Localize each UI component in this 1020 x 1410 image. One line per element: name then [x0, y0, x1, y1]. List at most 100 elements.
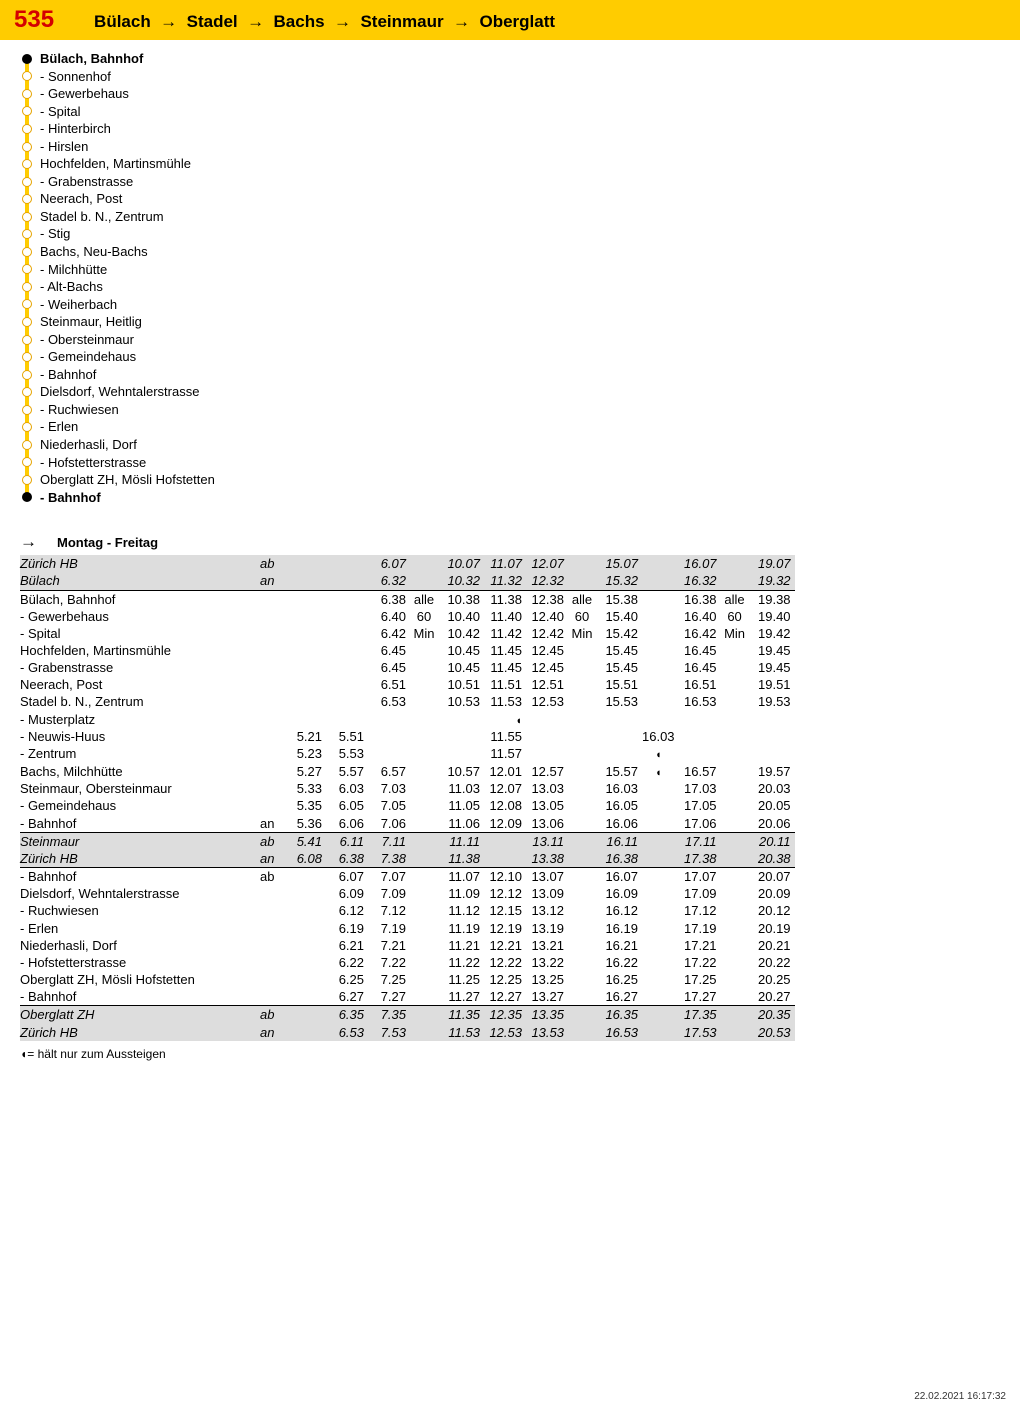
table-cell: 5.23 [284, 745, 326, 763]
stop-node-icon [22, 352, 32, 362]
table-cell: 5.33 [284, 780, 326, 797]
stop-item: - Grabenstrasse [20, 173, 1000, 191]
table-cell [526, 711, 568, 729]
table-cell: 16.57 [679, 763, 721, 781]
table-cell: 16.42 [679, 625, 721, 642]
table-cell: 16.51 [679, 676, 721, 693]
table-cell: 20.27 [753, 988, 795, 1006]
table-cell: 6.53 [326, 1024, 368, 1041]
table-cell: 19.57 [753, 763, 795, 781]
table-cell: 20.05 [753, 797, 795, 814]
table-cell: 12.53 [484, 1024, 526, 1041]
table-row: - Bahnhofab6.077.0711.0712.1013.0716.071… [20, 868, 795, 886]
header-bar: 535 Bülach → Stadel → Bachs → Steinmaur … [0, 0, 1020, 40]
table-cell: 17.53 [679, 1024, 721, 1041]
table-row: Bachs, Milchhütte5.275.576.5710.5712.011… [20, 763, 795, 781]
table-cell [326, 608, 368, 625]
table-cell: 16.03 [600, 780, 642, 797]
table-cell: 13.05 [526, 797, 568, 814]
stop-item: - Hirslen [20, 138, 1000, 156]
table-cell [410, 832, 442, 850]
table-cell: 60 [410, 608, 442, 625]
table-cell: 17.07 [679, 868, 721, 886]
table-row: - Ruchwiesen6.127.1211.1212.1513.1216.12… [20, 902, 795, 919]
table-cell [410, 676, 442, 693]
table-cell [410, 659, 442, 676]
table-cell: an [260, 850, 284, 868]
table-cell [284, 590, 326, 608]
table-cell [642, 555, 679, 572]
table-cell [284, 971, 326, 988]
table-cell [568, 1024, 600, 1041]
table-cell [753, 745, 795, 763]
table-cell: 11.51 [484, 676, 526, 693]
table-row: Stadel b. N., Zentrum6.5310.5311.5312.53… [20, 693, 795, 710]
table-row: - Bahnhofan5.366.067.0611.0612.0913.0616… [20, 815, 795, 833]
table-cell: ab [260, 868, 284, 886]
table-cell: 6.12 [326, 902, 368, 919]
table-cell [410, 850, 442, 868]
table-cell: 12.27 [484, 988, 526, 1006]
table-cell: 11.21 [442, 937, 484, 954]
table-cell: 60 [568, 608, 600, 625]
table-row: Steinmaur, Obersteinmaur5.336.037.0311.0… [20, 780, 795, 797]
table-cell [642, 676, 679, 693]
table-cell: 15.32 [600, 572, 642, 590]
table-cell [721, 659, 753, 676]
stop-node-icon [22, 89, 32, 99]
table-cell [600, 711, 642, 729]
table-cell [642, 971, 679, 988]
table-cell: ◖ [642, 745, 679, 763]
table-cell: Neerach, Post [20, 676, 260, 693]
stop-label: - Gewerbehaus [40, 85, 129, 103]
table-cell [410, 920, 442, 937]
table-cell: 13.07 [526, 868, 568, 886]
table-cell [260, 625, 284, 642]
table-cell [642, 937, 679, 954]
table-cell [721, 642, 753, 659]
table-cell: - Gemeindehaus [20, 797, 260, 814]
stop-item: - Erlen [20, 418, 1000, 436]
table-cell: 11.40 [484, 608, 526, 625]
table-cell: 20.07 [753, 868, 795, 886]
table-cell: 12.25 [484, 971, 526, 988]
table-cell: 16.40 [679, 608, 721, 625]
table-cell: 10.53 [442, 693, 484, 710]
table-cell [642, 954, 679, 971]
table-cell [410, 642, 442, 659]
table-cell [721, 868, 753, 886]
stop-node-icon [22, 177, 32, 187]
stop-label: - Spital [40, 103, 80, 121]
table-cell: Bülach, Bahnhof [20, 590, 260, 608]
table-cell: 7.19 [368, 920, 410, 937]
table-cell: 15.42 [600, 625, 642, 642]
table-cell: 11.19 [442, 920, 484, 937]
table-cell: alle [410, 590, 442, 608]
table-cell [721, 850, 753, 868]
table-cell [326, 659, 368, 676]
table-cell [284, 1006, 326, 1024]
table-row: - Gewerbehaus6.406010.4011.4012.406015.4… [20, 608, 795, 625]
table-cell: Hochfelden, Martinsmühle [20, 642, 260, 659]
table-cell: 12.12 [484, 885, 526, 902]
arrow-icon: → [20, 532, 37, 552]
table-cell: 13.09 [526, 885, 568, 902]
table-cell [326, 625, 368, 642]
table-cell: 11.45 [484, 659, 526, 676]
table-cell: 6.08 [284, 850, 326, 868]
table-cell [326, 676, 368, 693]
table-cell: 10.40 [442, 608, 484, 625]
table-cell: Steinmaur [20, 832, 260, 850]
table-cell: Bülach [20, 572, 260, 590]
table-cell: - Erlen [20, 920, 260, 937]
table-cell: 11.42 [484, 625, 526, 642]
table-cell [568, 988, 600, 1006]
table-cell: 5.57 [326, 763, 368, 781]
table-cell: 19.45 [753, 659, 795, 676]
table-cell: 13.25 [526, 971, 568, 988]
stop-item: - Alt-Bachs [20, 278, 1000, 296]
table-cell [260, 920, 284, 937]
table-cell [410, 711, 442, 729]
table-cell: 10.57 [442, 763, 484, 781]
table-cell: 12.10 [484, 868, 526, 886]
